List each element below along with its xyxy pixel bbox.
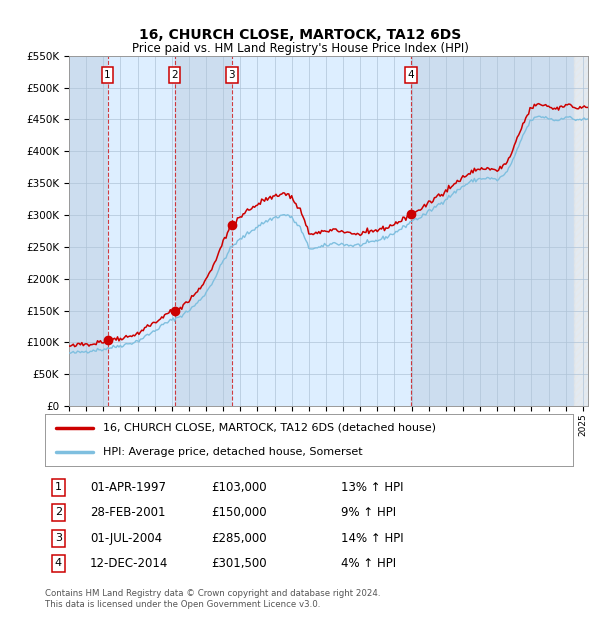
Text: £301,500: £301,500 <box>211 557 267 570</box>
Text: 3: 3 <box>55 533 62 544</box>
Text: 3: 3 <box>229 70 235 80</box>
Bar <box>175 56 232 406</box>
Text: 12-DEC-2014: 12-DEC-2014 <box>90 557 168 570</box>
Text: £103,000: £103,000 <box>211 481 267 494</box>
Text: 16, CHURCH CLOSE, MARTOCK, TA12 6DS: 16, CHURCH CLOSE, MARTOCK, TA12 6DS <box>139 28 461 42</box>
Text: 14% ↑ HPI: 14% ↑ HPI <box>341 532 403 545</box>
Text: 4: 4 <box>55 559 62 569</box>
Text: 9% ↑ HPI: 9% ↑ HPI <box>341 506 396 519</box>
Bar <box>411 56 574 406</box>
Text: 28-FEB-2001: 28-FEB-2001 <box>90 506 166 519</box>
Bar <box>69 56 107 406</box>
Text: 2: 2 <box>55 507 62 518</box>
Text: 2: 2 <box>171 70 178 80</box>
Text: 4% ↑ HPI: 4% ↑ HPI <box>341 557 396 570</box>
Text: Price paid vs. HM Land Registry's House Price Index (HPI): Price paid vs. HM Land Registry's House … <box>131 42 469 55</box>
Text: 16, CHURCH CLOSE, MARTOCK, TA12 6DS (detached house): 16, CHURCH CLOSE, MARTOCK, TA12 6DS (det… <box>103 423 436 433</box>
Text: Contains HM Land Registry data © Crown copyright and database right 2024.: Contains HM Land Registry data © Crown c… <box>45 589 380 598</box>
Bar <box>574 56 590 406</box>
Text: 1: 1 <box>104 70 111 80</box>
Bar <box>107 56 175 406</box>
Text: 1: 1 <box>55 482 62 492</box>
Text: £285,000: £285,000 <box>211 532 267 545</box>
Bar <box>232 56 411 406</box>
Text: £150,000: £150,000 <box>211 506 267 519</box>
Text: 13% ↑ HPI: 13% ↑ HPI <box>341 481 403 494</box>
Text: HPI: Average price, detached house, Somerset: HPI: Average price, detached house, Some… <box>103 447 363 457</box>
Text: 01-APR-1997: 01-APR-1997 <box>90 481 166 494</box>
Text: 01-JUL-2004: 01-JUL-2004 <box>90 532 162 545</box>
Text: This data is licensed under the Open Government Licence v3.0.: This data is licensed under the Open Gov… <box>45 600 320 609</box>
Text: 4: 4 <box>407 70 414 80</box>
